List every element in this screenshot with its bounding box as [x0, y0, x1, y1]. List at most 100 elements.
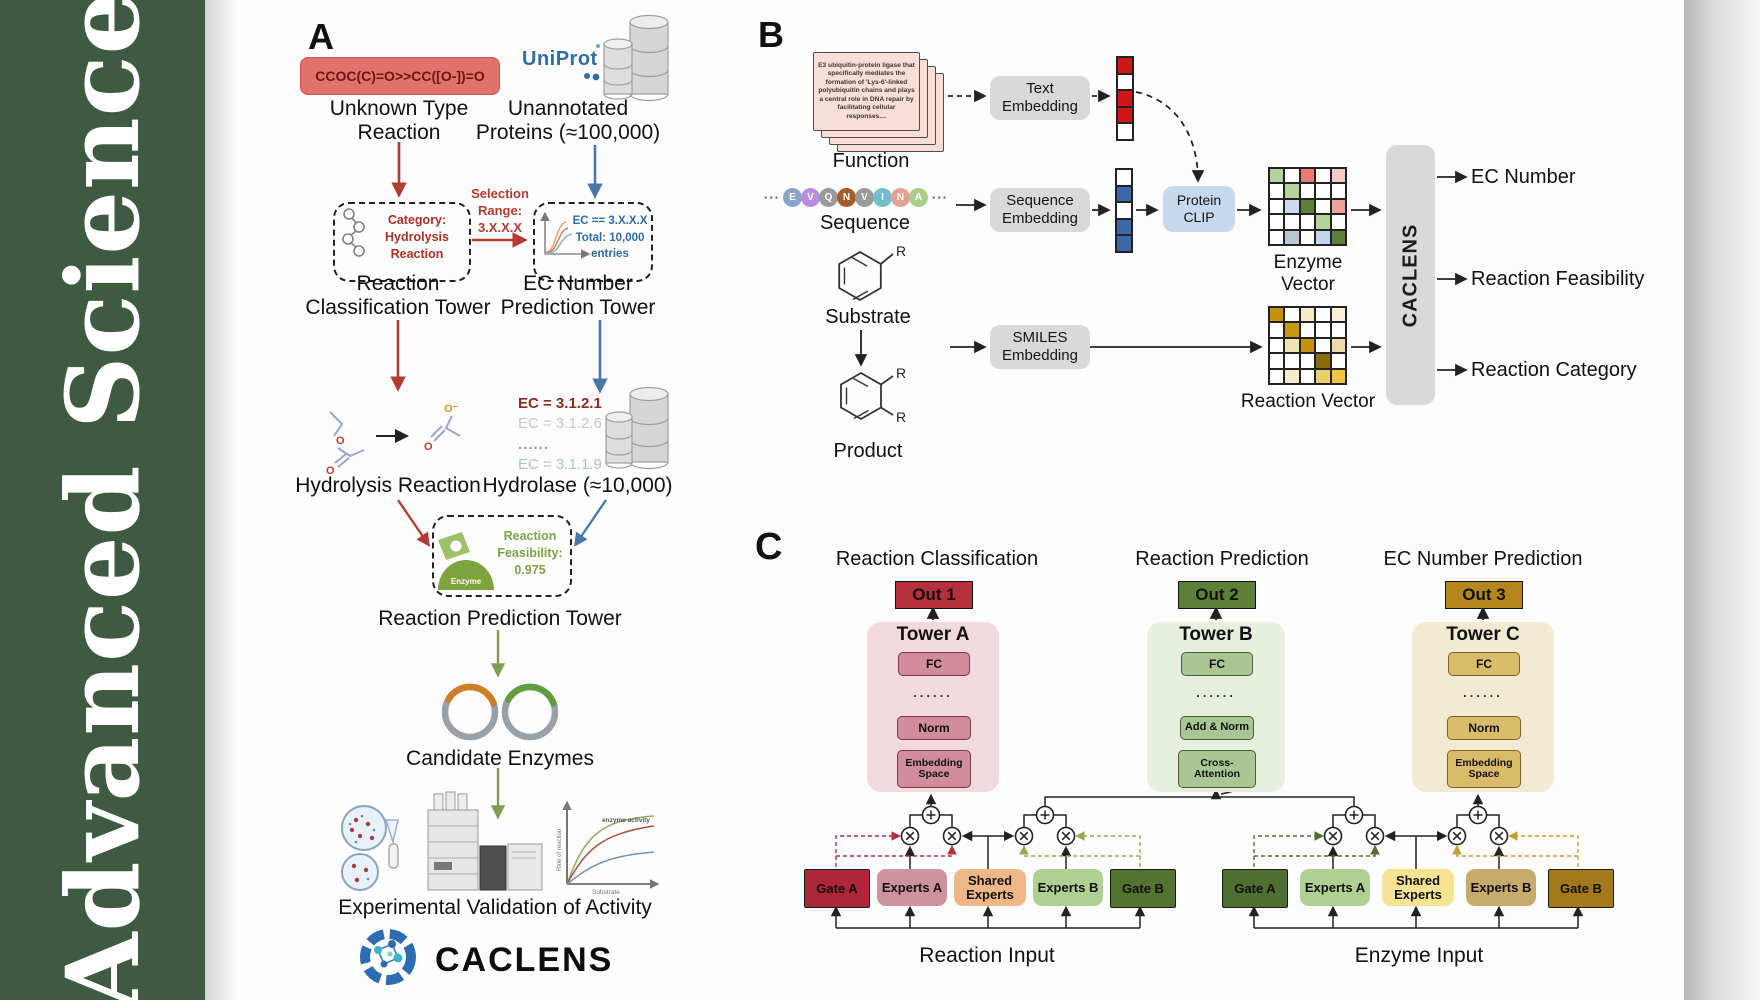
- title-reaction-classification: Reaction Classification: [835, 548, 1039, 570]
- matrix-cell: [1330, 214, 1346, 230]
- tower-b-addnorm-box: Add & Norm: [1180, 716, 1254, 740]
- matrix-cell: [1315, 337, 1331, 354]
- svg-text:O⁻: O⁻: [444, 403, 459, 415]
- matrix-cell: [1299, 168, 1316, 184]
- matrix-cell: [1116, 202, 1132, 219]
- matrix-cell: [1269, 368, 1285, 384]
- shared-experts-box: Shared Experts: [954, 869, 1026, 906]
- matrix-cell: [1269, 214, 1285, 230]
- matrix-cell: [1284, 198, 1300, 215]
- matrix-cell: [1284, 214, 1300, 230]
- ec-item: EC = 3.1.2.6: [518, 415, 602, 433]
- journal-sidebar: Advanced Science: [0, 0, 205, 1000]
- residue-bubble: Q: [819, 188, 838, 207]
- matrix-cell: [1315, 322, 1331, 338]
- ec-item: EC = 3.1.1.9: [518, 455, 602, 473]
- ellipsis: ···: [764, 190, 780, 205]
- residue-bubble: N: [837, 188, 856, 207]
- enzyme-input-label: Enzyme Input: [1354, 944, 1484, 967]
- matrix-cell: [1299, 337, 1316, 354]
- matrix-cell: [1269, 229, 1285, 245]
- matrix-cell: [1284, 337, 1300, 354]
- matrix-cell: [1315, 307, 1331, 323]
- selection-range-label: Selection Range: 3.X.X.X: [471, 186, 529, 235]
- residue-bubble: E: [783, 188, 802, 207]
- plasmid-icons: [441, 683, 559, 741]
- hydrolysis-reaction-scheme-icon: O O O⁻ O: [326, 403, 461, 477]
- ec-selection-box: [533, 202, 653, 282]
- reaction-vector-label: Reaction Vector: [1240, 391, 1376, 412]
- reaction-expert-group: Gate A Experts A Shared Experts Experts B Ga…: [804, 869, 1176, 908]
- caclens-wordmark: CACLENS: [435, 941, 614, 979]
- sequence-embedding-vector: [1115, 168, 1133, 253]
- sequence-embedding-box: Sequence Embedding: [990, 188, 1090, 232]
- tower-c-fc-box: FC: [1448, 652, 1520, 676]
- database-icon: [603, 14, 669, 102]
- enzyme-badge-label: Enzyme: [451, 577, 482, 586]
- text-embedding-box: Text Embedding: [990, 76, 1090, 120]
- matrix-cell: [1330, 337, 1346, 354]
- out1-box: Out 1: [895, 581, 973, 609]
- matrix-cell: [1269, 337, 1285, 354]
- text-embedding-vector: [1116, 56, 1134, 141]
- matrix-cell: [1284, 229, 1300, 245]
- matrix-cell: [1116, 218, 1132, 236]
- matrix-cell: [1330, 353, 1346, 369]
- output-reaction-category: Reaction Category: [1471, 359, 1637, 381]
- function-label: Function: [832, 150, 910, 172]
- matrix-cell: [1117, 106, 1133, 124]
- matrix-cell: [1330, 368, 1346, 384]
- unknown-reaction-label: Unknown Type Reaction: [329, 97, 469, 145]
- matrix-cell: [1269, 322, 1285, 338]
- title-ec-number-prediction: EC Number Prediction: [1383, 548, 1583, 570]
- candidate-enzymes-label: Candidate Enzymes: [406, 747, 594, 770]
- molecule-sketch-icon: [342, 208, 365, 257]
- unannotated-proteins-label: Unannotated Proteins (≈100,000): [475, 97, 661, 145]
- plot-ylabel: Rate of reaction: [557, 829, 563, 871]
- matrix-cell: [1269, 198, 1285, 215]
- reaction-input-label: Reaction Input: [919, 944, 1055, 967]
- experts-b-box: Experts B: [1466, 869, 1536, 906]
- out3-box: Out 3: [1445, 581, 1523, 609]
- ec-item: EC = 3.1.2.1: [518, 395, 602, 412]
- tower-a-dots: ......: [913, 685, 953, 700]
- residue-bubble: V: [801, 188, 820, 207]
- plot-xlabel: Substrate: [592, 889, 620, 896]
- matrix-cell: [1284, 368, 1300, 384]
- panel-a-label: A: [308, 16, 334, 57]
- gate-a-box: Gate A: [1222, 869, 1288, 908]
- moe-connectors: [830, 788, 1584, 929]
- svg-text:O: O: [424, 441, 433, 453]
- hplc-instrument-icon: [427, 791, 543, 891]
- matrix-cell: [1299, 229, 1316, 245]
- matrix-cell: [1315, 229, 1331, 245]
- feasibility-box: [432, 515, 572, 597]
- matrix-cell: [1269, 353, 1285, 369]
- tower-a-norm-box: Norm: [897, 716, 971, 740]
- feasibility-label: Reaction Feasibility: 0.975: [497, 529, 563, 577]
- matrix-cell: [1284, 307, 1300, 323]
- matrix-cell: [1315, 198, 1331, 215]
- matrix-cell: [1117, 90, 1133, 107]
- out2-box: Out 2: [1178, 581, 1256, 609]
- gate-b-box: Gate B: [1548, 869, 1614, 908]
- matrix-cell: [1299, 198, 1316, 215]
- title-reaction-prediction: Reaction Prediction: [1135, 548, 1309, 570]
- tower-c-dots: ......: [1463, 685, 1503, 700]
- tower-b-crossattention-box: Cross- Attention: [1178, 750, 1256, 788]
- matrix-cell: [1284, 353, 1300, 369]
- gate-b-box: Gate B: [1110, 869, 1176, 908]
- page-left-shadow: [205, 0, 265, 1000]
- experts-a-box: Experts A: [877, 869, 947, 906]
- tower-c-embedding-box: Embedding Space: [1447, 750, 1521, 788]
- matrix-cell: [1299, 307, 1316, 323]
- shared-experts-box: Shared Experts: [1382, 869, 1454, 906]
- matrix-cell: [1299, 368, 1316, 384]
- ellipsis: ···: [932, 190, 948, 205]
- matrix-cell: [1117, 123, 1133, 140]
- smiles-embedding-box: SMILES Embedding: [990, 325, 1090, 369]
- benzene-product-icon: [840, 371, 894, 421]
